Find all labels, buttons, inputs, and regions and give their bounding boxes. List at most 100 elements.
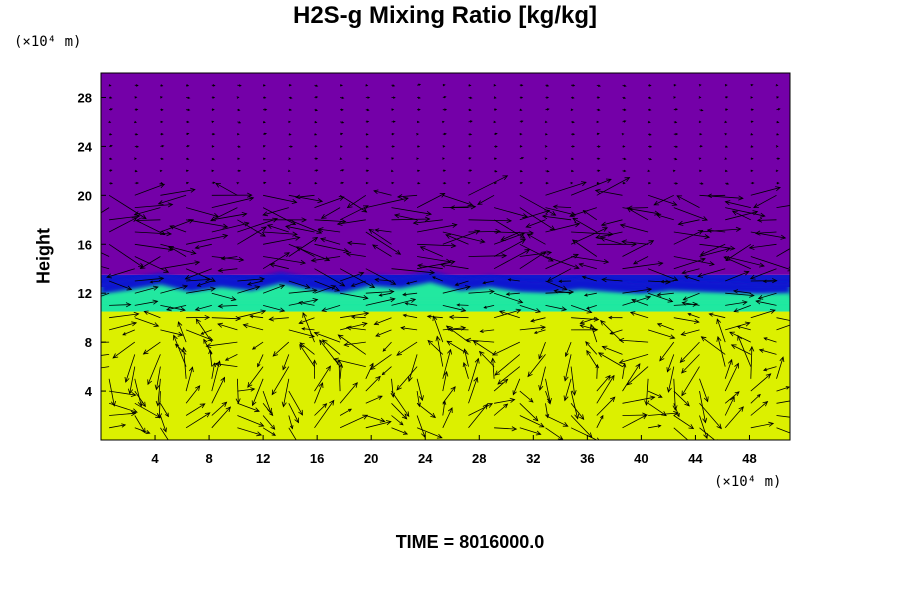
wind-vector: [519, 145, 523, 148]
wind-vector: [134, 243, 174, 252]
wind-vector: [725, 96, 729, 99]
wind-vector: [468, 403, 494, 416]
wind-vector: [699, 108, 704, 112]
wind-vector: [391, 390, 410, 418]
wind-vector: [677, 219, 700, 226]
x-tick-label: 40: [634, 451, 648, 466]
wind-vector: [101, 354, 110, 356]
wind-vector: [169, 225, 187, 233]
wind-vector: [679, 341, 700, 363]
wind-vector: [281, 378, 290, 408]
wind-vector: [716, 318, 726, 343]
wind-vector: [682, 292, 700, 301]
wind-vector: [673, 84, 677, 87]
wind-vector: [394, 213, 418, 221]
wind-vector: [442, 386, 456, 404]
wind-vector: [749, 268, 777, 280]
wind-vector: [134, 299, 159, 306]
wind-vector: [160, 132, 164, 136]
wind-vector: [724, 406, 744, 429]
wind-vector: [647, 120, 651, 124]
wind-vector: [497, 366, 521, 385]
wind-vector: [454, 280, 469, 286]
wind-vector: [698, 96, 702, 99]
wind-vector: [134, 181, 140, 185]
wind-vector: [263, 194, 298, 204]
wind-vector: [596, 374, 615, 404]
wind-vector: [319, 339, 341, 367]
wind-vector: [494, 230, 535, 236]
wind-vector: [160, 243, 197, 255]
wind-vector: [544, 120, 548, 124]
wind-vector: [622, 240, 655, 257]
wind-vector: [237, 415, 265, 427]
wind-vector: [776, 324, 790, 331]
wind-vector: [262, 207, 297, 225]
wind-vector: [648, 84, 652, 87]
wind-vector: [340, 121, 345, 124]
wind-vector: [237, 402, 260, 413]
wind-vector: [442, 400, 447, 416]
wind-vector: [211, 132, 216, 136]
wind-vector: [339, 145, 343, 148]
wind-vector: [622, 362, 627, 379]
wind-vector: [160, 120, 164, 124]
y-tick-label: 4: [85, 384, 93, 399]
wind-vector: [724, 391, 740, 404]
wind-vector: [108, 378, 116, 407]
wind-vector: [442, 370, 449, 392]
wind-vector: [681, 301, 700, 306]
wind-vector: [442, 96, 447, 99]
x-tick-label: 28: [472, 451, 486, 466]
wind-vector: [185, 412, 211, 429]
wind-vector: [626, 205, 649, 211]
wind-vector: [519, 390, 534, 403]
wind-vector: [494, 132, 498, 136]
wind-vector: [184, 268, 212, 280]
wind-vector: [211, 212, 248, 221]
wind-vector: [271, 366, 290, 396]
y-tick-label: 12: [78, 286, 92, 301]
wind-vector: [217, 267, 238, 273]
wind-vector: [681, 268, 700, 275]
wind-vector: [263, 217, 308, 223]
wind-vector: [314, 145, 318, 148]
wind-vector: [149, 280, 161, 284]
wind-vector: [648, 424, 662, 429]
wind-vector: [725, 292, 755, 298]
wind-vector: [776, 96, 780, 99]
wind-vector: [109, 423, 127, 429]
wind-vector: [697, 268, 726, 278]
wind-vector: [660, 279, 674, 284]
wind-vector: [185, 207, 219, 218]
wind-vector: [545, 403, 550, 419]
wind-vector: [417, 243, 457, 249]
wind-vector: [519, 207, 556, 231]
wind-vector: [519, 243, 554, 262]
wind-vector: [725, 145, 729, 148]
wind-vector: [776, 400, 790, 404]
wind-vector: [775, 145, 779, 148]
wind-vector: [673, 230, 704, 245]
wind-vector: [493, 96, 497, 99]
wind-vector: [288, 194, 324, 204]
wind-vector: [211, 181, 216, 185]
wind-vector: [288, 237, 319, 257]
wind-vector: [775, 83, 779, 87]
wind-vector: [340, 181, 345, 185]
wind-vector: [185, 329, 214, 341]
chart-title: H2S-g Mixing Ratio [kg/kg]: [292, 2, 597, 29]
wind-vector: [332, 357, 366, 367]
wind-vector: [631, 298, 649, 306]
wind-vector: [288, 243, 331, 262]
wind-vector: [314, 399, 335, 429]
wind-vector: [101, 366, 110, 369]
wind-vector: [339, 169, 345, 172]
wind-vector: [776, 120, 780, 124]
wind-vector: [391, 108, 395, 111]
wind-vector: [368, 228, 392, 245]
wind-vector: [340, 311, 370, 319]
wind-vector: [417, 263, 443, 270]
wind-vector: [465, 337, 495, 343]
wind-vector: [365, 181, 369, 185]
